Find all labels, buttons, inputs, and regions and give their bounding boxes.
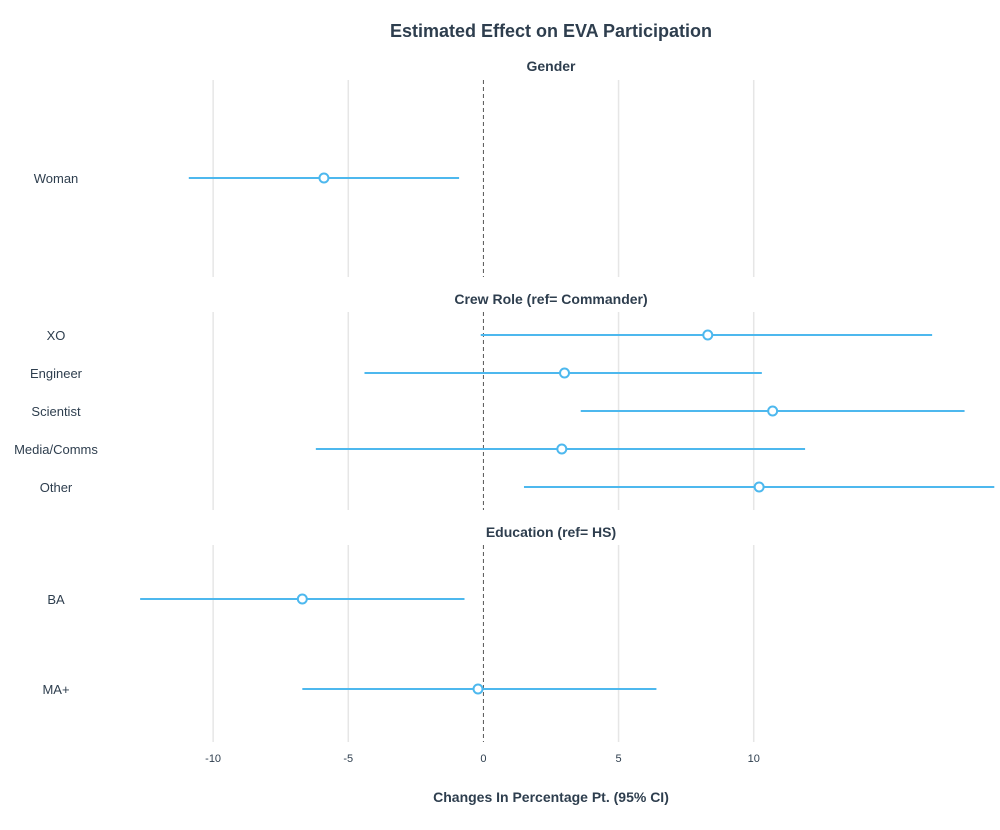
point-estimate: [472, 683, 484, 695]
point-estimate: [318, 172, 330, 184]
point-estimate: [559, 367, 571, 379]
x-tick-label: 10: [748, 753, 760, 765]
category-label: Woman: [34, 171, 79, 186]
x-tick-label: -5: [343, 753, 353, 765]
panel-title: Education (ref= HS): [486, 524, 616, 540]
x-axis: -10 -5 0 5 10: [205, 753, 760, 765]
category-label: Other: [40, 480, 73, 495]
point-estimate: [556, 443, 568, 455]
x-tick-label: 0: [480, 753, 486, 765]
x-axis-label: Changes In Percentage Pt. (95% CI): [433, 789, 669, 805]
panel: Education (ref= HS) BA MA+: [42, 524, 755, 742]
point-estimate: [753, 481, 765, 493]
category-label: Media/Comms: [14, 442, 98, 457]
category-label: XO: [47, 328, 66, 343]
x-tick-label: -10: [205, 753, 221, 765]
category-label: BA: [47, 592, 65, 607]
panels: Gender Woman Crew Role (ref= Commander) XO E…: [14, 58, 995, 742]
panel: Crew Role (ref= Commander) XO Engineer Scie…: [14, 291, 995, 510]
point-estimate: [702, 329, 714, 341]
x-tick-label: 5: [616, 753, 622, 765]
chart-title: Estimated Effect on EVA Participation: [390, 21, 712, 41]
category-label: Engineer: [30, 366, 83, 381]
panel-title: Crew Role (ref= Commander): [454, 291, 647, 307]
point-estimate: [767, 405, 779, 417]
category-label: MA+: [42, 682, 69, 697]
panel: Gender Woman: [34, 58, 755, 277]
point-estimate: [296, 593, 308, 605]
panel-title: Gender: [526, 58, 576, 74]
category-label: Scientist: [31, 404, 81, 419]
